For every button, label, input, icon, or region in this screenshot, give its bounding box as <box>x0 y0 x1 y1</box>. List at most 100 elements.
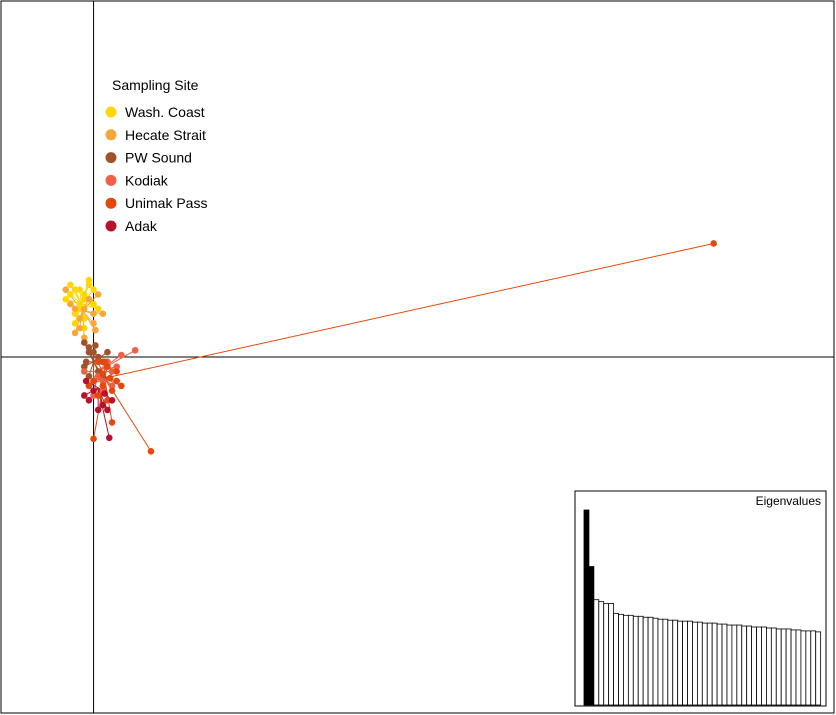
data-point-3-0 <box>118 351 125 359</box>
eigenvalue-bar-48 <box>815 631 822 706</box>
data-point-5-3 <box>99 401 107 409</box>
eigenvalue-bar-15 <box>652 617 659 706</box>
data-point-1-3 <box>71 329 79 337</box>
data-point-0-12 <box>81 324 88 332</box>
data-point-4-6 <box>104 363 111 370</box>
data-point-3-4 <box>90 392 97 399</box>
data-point-4-1 <box>147 447 155 455</box>
eigenvalue-bar-13 <box>642 616 649 706</box>
data-point-1-2 <box>90 320 97 327</box>
data-point-1-11 <box>90 310 97 318</box>
data-point-4-13 <box>99 371 107 378</box>
eigenvalue-bar-44 <box>795 629 802 706</box>
legend-label-2: PW Sound <box>125 150 192 166</box>
eigenvalue-bars <box>583 509 822 706</box>
eigenvalue-bar-17 <box>662 618 669 706</box>
data-point-0-0 <box>71 286 79 293</box>
data-point-0-5 <box>81 315 88 322</box>
data-point-0-14 <box>67 281 74 289</box>
eigenvalue-bar-28 <box>716 623 723 706</box>
data-point-1-6 <box>62 286 70 293</box>
eigenvalue-bar-3 <box>593 599 600 706</box>
data-point-1-4 <box>85 295 93 303</box>
legend-swatch-1 <box>105 129 117 141</box>
data-point-4-5 <box>99 382 107 390</box>
data-point-5-8 <box>82 377 90 385</box>
eigenvalue-bar-34 <box>746 625 753 706</box>
legend: Sampling Site Wash. Coast Hecate Strait PW… <box>105 77 207 234</box>
legend-label-4: Unimak Pass <box>125 195 207 211</box>
points-layer <box>62 240 717 455</box>
data-point-3-5 <box>108 368 116 375</box>
data-point-4-3 <box>108 419 116 426</box>
legend-swatch-0 <box>105 106 117 118</box>
data-point-1-12 <box>81 305 88 313</box>
eigenvalue-bar-1 <box>583 509 590 706</box>
data-point-4-16 <box>106 374 114 382</box>
data-point-2-0 <box>85 344 93 351</box>
legend-title: Sampling Site <box>112 77 199 93</box>
data-point-4-2 <box>90 435 97 443</box>
data-point-4-12 <box>85 382 93 390</box>
data-point-2-4 <box>90 348 97 356</box>
data-point-4-0 <box>710 240 717 247</box>
data-point-3-9 <box>81 368 88 375</box>
eigenvalue-bar-18 <box>667 619 674 706</box>
data-point-0-2 <box>85 281 93 289</box>
legend-swatch-5 <box>105 220 117 232</box>
data-point-0-17 <box>76 300 83 308</box>
eigenvalue-bar-22 <box>687 620 693 706</box>
eigenvalue-bar-47 <box>810 630 817 706</box>
data-point-0-8 <box>85 276 93 284</box>
legend-label-5: Adak <box>125 218 158 234</box>
eigenvalue-bar-4 <box>598 601 605 706</box>
eigenvalue-bar-19 <box>672 619 679 706</box>
data-point-0-9 <box>62 295 70 303</box>
spoke-1-7 <box>81 310 85 338</box>
data-point-2-13 <box>92 342 99 349</box>
data-point-2-10 <box>85 348 93 356</box>
eigenvalue-bar-9 <box>623 614 629 706</box>
eigenvalue-bar-40 <box>775 628 782 706</box>
eigenvalue-bar-21 <box>682 620 688 706</box>
data-point-0-7 <box>71 310 79 318</box>
data-point-5-9 <box>101 390 108 397</box>
data-point-1-13 <box>92 326 99 334</box>
legend-entry-5: Adak <box>105 218 158 234</box>
data-point-1-10 <box>76 324 83 332</box>
eigenvalues-inset: Eigenvalues <box>574 490 827 707</box>
eigenvalue-bar-8 <box>618 613 624 706</box>
eigenvalue-bar-23 <box>692 621 698 706</box>
data-point-4-11 <box>104 396 111 404</box>
eigenvalue-bar-39 <box>770 627 777 706</box>
data-point-1-8 <box>94 291 102 298</box>
data-point-4-10 <box>113 377 120 385</box>
data-point-2-5 <box>85 372 93 380</box>
spoke-1-3 <box>74 310 83 334</box>
eigenvalue-bar-37 <box>761 626 767 706</box>
data-point-3-1 <box>131 346 139 354</box>
data-point-4-4 <box>113 368 120 375</box>
data-point-5-7 <box>94 406 102 414</box>
legend-label-0: Wash. Coast <box>125 104 205 120</box>
legend-label-1: Hecate Strait <box>125 127 206 143</box>
legend-swatch-3 <box>105 174 117 186</box>
data-point-0-1 <box>81 295 88 303</box>
legend-swatch-2 <box>105 152 117 164</box>
data-point-1-9 <box>71 305 79 313</box>
legend-entry-1: Hecate Strait <box>105 127 206 143</box>
eigenvalue-bar-46 <box>805 630 812 706</box>
data-point-0-16 <box>90 286 97 293</box>
eigenvalue-bar-6 <box>608 603 614 706</box>
eigenvalue-bar-36 <box>756 626 762 706</box>
data-point-0-10 <box>76 286 83 293</box>
eigenvalue-bar-27 <box>711 622 718 706</box>
legend-entries: Wash. Coast Hecate Strait PW Sound Kodiak Un… <box>105 104 207 234</box>
eigenvalue-bar-41 <box>780 628 787 706</box>
eigenvalue-bar-45 <box>800 630 807 706</box>
data-point-4-14 <box>118 382 125 390</box>
eigenvalue-bar-30 <box>726 624 733 706</box>
data-point-0-4 <box>67 291 74 298</box>
